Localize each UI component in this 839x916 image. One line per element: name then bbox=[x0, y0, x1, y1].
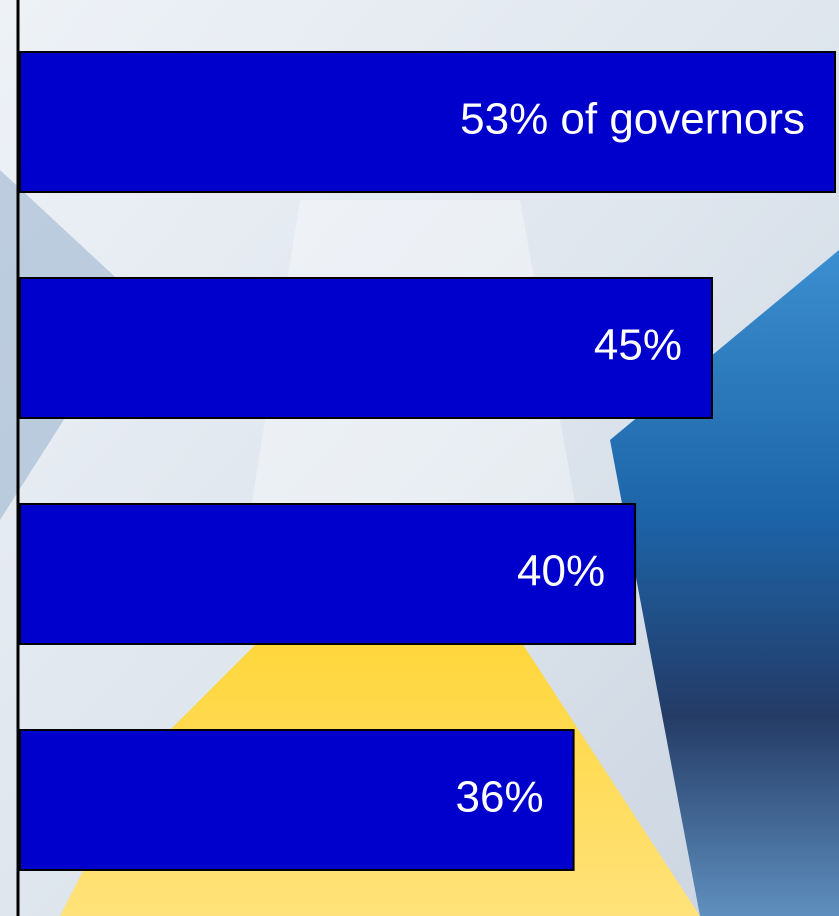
bar bbox=[19, 277, 713, 419]
value-label: 40% bbox=[517, 547, 605, 596]
bar bbox=[19, 503, 637, 645]
value-label: 45% bbox=[594, 321, 682, 370]
bar bbox=[19, 51, 836, 193]
bars: 53% of governors 45% 40% 36% bbox=[19, 51, 836, 871]
value-label: 36% bbox=[456, 773, 544, 822]
value-label: 53% of governors bbox=[460, 95, 805, 144]
bar bbox=[19, 729, 575, 871]
